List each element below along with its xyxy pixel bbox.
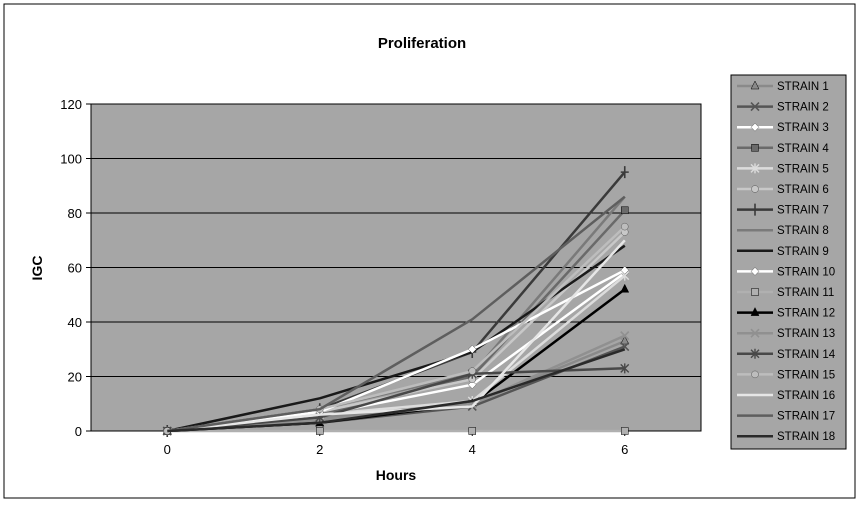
- legend-label: STRAIN 11: [777, 287, 834, 299]
- legend-item: STRAIN 5: [737, 163, 829, 175]
- data-point: [467, 380, 477, 390]
- data-point: [620, 331, 630, 341]
- legend-item: STRAIN 9: [737, 246, 829, 258]
- legend-swatch-marker: [750, 163, 760, 174]
- data-point: [620, 363, 630, 374]
- data-point: [468, 427, 476, 435]
- chart-title: Proliferation: [378, 35, 466, 52]
- legend-label: STRAIN 12: [777, 308, 835, 320]
- legend-swatch-marker: [750, 122, 760, 132]
- legend-swatch-marker: [751, 203, 759, 216]
- data-point: [468, 367, 476, 375]
- y-tick-label: 80: [68, 206, 82, 221]
- data-point: [621, 222, 629, 231]
- data-point: [620, 166, 629, 179]
- legend-item: STRAIN 8: [737, 225, 829, 237]
- data-point: [620, 265, 630, 275]
- data-point: [620, 335, 630, 345]
- legend-item: STRAIN 18: [737, 431, 835, 443]
- y-tick-label: 120: [60, 97, 82, 112]
- legend-label: STRAIN 8: [777, 225, 829, 237]
- legend-swatch-marker: [751, 288, 759, 296]
- legend-item: STRAIN 17: [737, 411, 835, 423]
- legend-item: STRAIN 2: [737, 102, 829, 114]
- legend-item: STRAIN 14: [737, 349, 836, 361]
- legend-swatch-marker: [751, 370, 759, 379]
- legend-label: STRAIN 15: [777, 369, 835, 381]
- legend-label: STRAIN 7: [777, 205, 829, 217]
- legend-label: STRAIN 13: [777, 328, 835, 340]
- data-point: [621, 427, 629, 435]
- legend-swatch-marker: [750, 307, 760, 316]
- legend-label: STRAIN 14: [777, 349, 836, 361]
- series-17: [167, 195, 626, 433]
- data-point: [316, 427, 324, 435]
- legend-item: STRAIN 11: [737, 287, 834, 299]
- legend-item: STRAIN 6: [737, 184, 829, 196]
- legend-item: STRAIN 10: [737, 266, 835, 278]
- axis-ticks: 0 20 40 60 80 100 120 0 2 4 6: [60, 97, 628, 457]
- legend-label: STRAIN 4: [777, 143, 829, 155]
- legend: STRAIN 1 STRAIN 2 STRAIN 3 STRAIN 4 STRAIN 5…: [737, 80, 836, 443]
- series-16: [167, 239, 626, 433]
- legend-label: STRAIN 18: [777, 431, 835, 443]
- x-tick-label: 2: [316, 442, 323, 457]
- legend-label: STRAIN 3: [777, 122, 829, 134]
- grid-lines: [91, 158, 701, 377]
- legend-label: STRAIN 2: [777, 102, 829, 114]
- y-tick-label: 100: [60, 152, 82, 167]
- series-line: [167, 195, 626, 433]
- series-line: [167, 269, 626, 433]
- legend-item: STRAIN 4: [737, 143, 829, 155]
- x-tick-label: 6: [621, 442, 628, 457]
- y-tick-label: 20: [68, 370, 82, 385]
- legend-label: STRAIN 9: [777, 246, 829, 258]
- data-point: [467, 344, 477, 354]
- legend-label: STRAIN 1: [777, 81, 829, 93]
- y-tick-label: 40: [68, 315, 82, 330]
- x-tick-label: 4: [469, 442, 476, 457]
- legend-label: STRAIN 6: [777, 184, 829, 196]
- y-tick-label: 60: [68, 261, 82, 276]
- legend-label: STRAIN 17: [777, 411, 835, 423]
- series-18: [167, 348, 626, 433]
- series-line: [167, 348, 626, 433]
- legend-item: STRAIN 15: [737, 369, 835, 381]
- legend-swatch-marker: [750, 348, 760, 359]
- legend-item: STRAIN 3: [737, 122, 829, 134]
- legend-label: STRAIN 10: [777, 266, 835, 278]
- legend-item: STRAIN 12: [737, 307, 835, 320]
- x-axis-label: Hours: [376, 467, 417, 483]
- legend-swatch-marker: [751, 185, 759, 193]
- legend-item: STRAIN 7: [737, 203, 829, 217]
- legend-label: STRAIN 5: [777, 163, 829, 175]
- y-axis-label: IGC: [29, 256, 45, 281]
- legend-item: STRAIN 13: [737, 328, 835, 340]
- y-tick-label: 0: [75, 424, 82, 439]
- data-point: [621, 206, 629, 215]
- legend-swatch-marker: [750, 267, 760, 276]
- series-lines: [162, 166, 630, 437]
- legend-swatch-marker: [750, 102, 760, 112]
- series-line: [167, 367, 625, 433]
- legend-swatch-marker: [751, 144, 759, 152]
- legend-swatch-marker: [750, 328, 760, 338]
- x-tick-label: 0: [164, 442, 171, 457]
- legend-item: STRAIN 1: [737, 80, 829, 93]
- data-point: [620, 283, 630, 293]
- series-line: [167, 239, 626, 433]
- legend-swatch-marker: [750, 80, 760, 90]
- legend-box: [730, 74, 847, 450]
- legend-label: STRAIN 16: [777, 390, 835, 402]
- legend-item: STRAIN 16: [737, 390, 835, 402]
